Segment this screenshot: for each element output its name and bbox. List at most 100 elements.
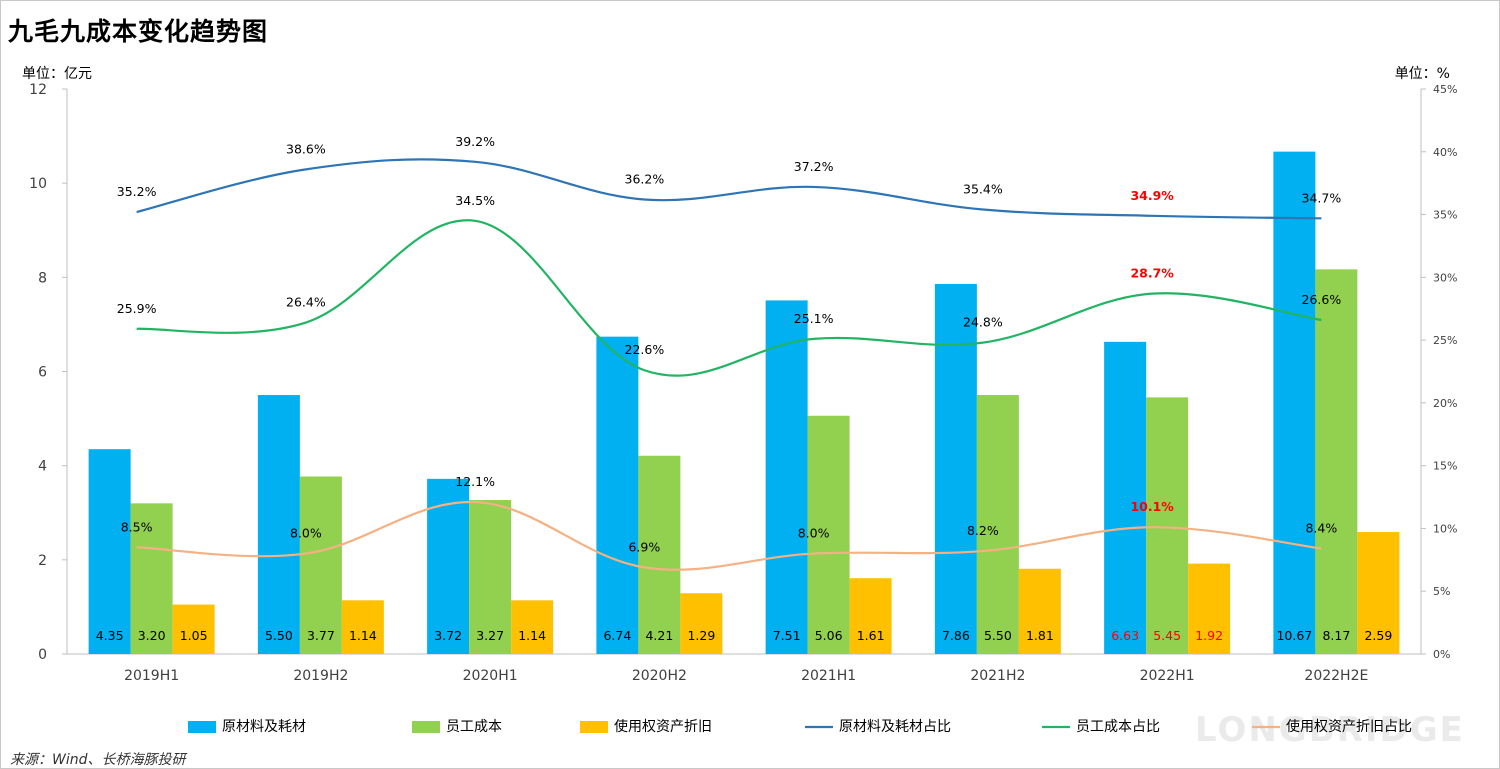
left-tick-label: 4 bbox=[38, 459, 47, 475]
line-value-label: 10.1% bbox=[1130, 499, 1174, 514]
legend-label: 员工成本 bbox=[446, 719, 502, 735]
bar-value-label: 2.59 bbox=[1364, 628, 1392, 643]
bar-value-label: 3.77 bbox=[307, 628, 335, 643]
right-tick-label: 30% bbox=[1433, 271, 1457, 284]
raw-material-bar bbox=[257, 395, 300, 654]
staff-cost-bar bbox=[1146, 397, 1189, 654]
legend-label: 使用权资产折旧占比 bbox=[1286, 718, 1412, 735]
right-tick-label: 35% bbox=[1433, 209, 1457, 222]
raw-material-bar bbox=[934, 283, 977, 654]
line-value-label: 37.2% bbox=[794, 159, 834, 174]
line-value-label: 26.4% bbox=[286, 295, 326, 310]
right-tick-label: 10% bbox=[1433, 522, 1457, 535]
line-value-label: 34.5% bbox=[455, 193, 495, 208]
right-tick-label: 45% bbox=[1433, 83, 1457, 96]
line-value-label: 36.2% bbox=[625, 171, 665, 186]
line-value-label: 28.7% bbox=[1130, 266, 1174, 281]
legend-label: 使用权资产折旧 bbox=[614, 718, 712, 735]
bar-value-label: 6.74 bbox=[603, 628, 631, 643]
staff-cost-bar bbox=[976, 395, 1019, 654]
staff-cost-bar bbox=[1315, 269, 1358, 654]
left-axis-unit: 单位：亿元 bbox=[22, 66, 92, 82]
bar-value-label: 1.81 bbox=[1026, 628, 1054, 643]
right-tick-label: 15% bbox=[1433, 460, 1457, 473]
line-value-label: 34.9% bbox=[1130, 188, 1174, 203]
bar-value-label: 1.14 bbox=[349, 628, 377, 643]
staff-cost-bar bbox=[469, 500, 512, 654]
bar-value-label: 1.14 bbox=[518, 628, 546, 643]
left-tick-label: 2 bbox=[38, 553, 47, 569]
bar-value-label: 10.67 bbox=[1276, 628, 1312, 643]
line-value-label: 8.0% bbox=[290, 526, 322, 541]
bar-value-label: 5.45 bbox=[1153, 628, 1181, 643]
x-tick-label: 2022H2E bbox=[1304, 668, 1368, 684]
legend-swatch bbox=[188, 721, 216, 733]
line-value-label: 8.0% bbox=[798, 526, 830, 541]
staff-cost-share-line bbox=[136, 219, 1322, 377]
right-tick-label: 20% bbox=[1433, 397, 1457, 410]
bar-value-label: 3.20 bbox=[138, 628, 166, 643]
rou-depreciation-bar bbox=[1188, 563, 1231, 654]
right-tick-label: 25% bbox=[1433, 334, 1457, 347]
bar-value-label: 7.86 bbox=[942, 628, 970, 643]
bar-value-label: 7.51 bbox=[773, 628, 801, 643]
rou-depreciation-bar bbox=[849, 578, 892, 654]
raw-material-bar bbox=[1273, 151, 1316, 654]
bar-value-label: 3.72 bbox=[434, 628, 462, 643]
bar-value-label: 6.63 bbox=[1111, 628, 1139, 643]
rou-depreciation-bar bbox=[341, 600, 384, 654]
legend-label: 原材料及耗材 bbox=[222, 719, 306, 735]
raw-material-bar bbox=[765, 300, 808, 654]
legend-swatch bbox=[412, 721, 440, 733]
rou-depreciation-bar bbox=[680, 593, 723, 654]
raw-material-bar bbox=[88, 449, 131, 654]
x-tick-label: 2022H1 bbox=[1140, 668, 1195, 684]
staff-cost-bar bbox=[807, 415, 850, 654]
staff-cost-bar bbox=[299, 476, 342, 654]
bar-value-label: 5.50 bbox=[265, 628, 293, 643]
bar-value-label: 5.50 bbox=[984, 628, 1012, 643]
raw-material-bar bbox=[596, 336, 639, 654]
line-value-label: 6.9% bbox=[628, 539, 660, 554]
right-tick-label: 0% bbox=[1433, 648, 1450, 661]
line-value-label: 26.6% bbox=[1302, 292, 1342, 307]
raw-material-share-line bbox=[136, 158, 1322, 220]
line-value-label: 8.2% bbox=[967, 523, 999, 538]
staff-cost-bar bbox=[638, 455, 681, 654]
line-value-label: 35.2% bbox=[117, 184, 157, 199]
raw-material-bar bbox=[1104, 341, 1147, 654]
line-value-label: 22.6% bbox=[625, 342, 665, 357]
staff-cost-bar bbox=[130, 503, 173, 654]
line-value-label: 25.9% bbox=[117, 301, 157, 316]
rou-depreciation-bar bbox=[511, 600, 554, 654]
line-value-label: 24.8% bbox=[963, 315, 1003, 330]
legend-label: 原材料及耗材占比 bbox=[839, 719, 951, 735]
line-value-label: 39.2% bbox=[455, 134, 495, 149]
bar-value-label: 4.35 bbox=[96, 628, 124, 643]
legend-label: 员工成本占比 bbox=[1076, 719, 1160, 735]
x-tick-label: 2020H1 bbox=[463, 668, 518, 684]
left-tick-label: 12 bbox=[29, 82, 47, 98]
rou-depreciation-share-line bbox=[136, 500, 1322, 571]
line-value-label: 12.1% bbox=[455, 474, 495, 489]
left-tick-label: 10 bbox=[29, 176, 47, 192]
left-tick-label: 8 bbox=[38, 270, 47, 286]
line-value-label: 25.1% bbox=[794, 311, 834, 326]
bar-value-label: 1.61 bbox=[857, 628, 885, 643]
bar-value-label: 4.21 bbox=[645, 628, 673, 643]
bar-value-label: 1.92 bbox=[1195, 628, 1223, 643]
x-tick-label: 2019H2 bbox=[293, 668, 348, 684]
source-note: 来源：Wind、长桥海豚投研 bbox=[10, 752, 186, 768]
bar-value-label: 1.29 bbox=[687, 628, 715, 643]
watermark: LONGBRIDGE bbox=[1195, 710, 1465, 750]
chart-title: 九毛九成本变化趋势图 bbox=[8, 17, 269, 46]
bar-value-label: 3.27 bbox=[476, 628, 504, 643]
line-value-label: 34.7% bbox=[1302, 190, 1342, 205]
rou-depreciation-bar bbox=[172, 604, 215, 654]
right-axis-unit: 单位：% bbox=[1394, 66, 1450, 82]
line-value-label: 35.4% bbox=[963, 182, 1003, 197]
left-tick-label: 6 bbox=[38, 365, 47, 381]
line-value-label: 38.6% bbox=[286, 141, 326, 156]
x-tick-label: 2021H2 bbox=[970, 668, 1025, 684]
left-tick-label: 0 bbox=[38, 647, 47, 663]
